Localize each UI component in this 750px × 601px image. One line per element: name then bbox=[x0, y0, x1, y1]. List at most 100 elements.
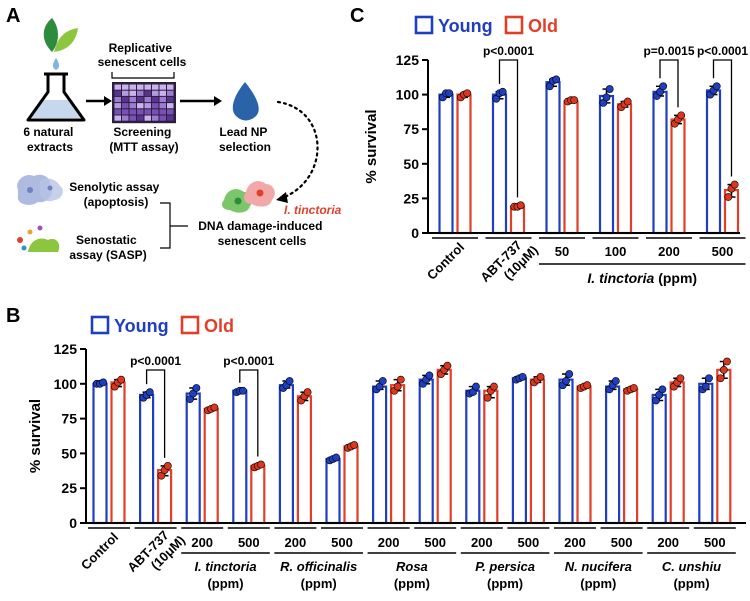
plate-well bbox=[129, 115, 136, 121]
x-tick-label: 500 bbox=[238, 535, 260, 550]
y-tick-label: 75 bbox=[61, 411, 77, 427]
old-bar bbox=[529, 378, 546, 525]
old-bar bbox=[250, 464, 266, 525]
old-bar bbox=[390, 384, 406, 525]
group-unit: (ppm) bbox=[301, 576, 337, 591]
plate-well bbox=[152, 109, 159, 115]
replicative-label: Replicative senescent cells bbox=[98, 41, 187, 69]
old-bar bbox=[669, 381, 685, 525]
legend-young-label: Young bbox=[114, 316, 169, 336]
senostatic-label: Senostatic assay (SASP) bbox=[69, 233, 146, 262]
lead-line1: Lead NP bbox=[219, 125, 267, 139]
young-point bbox=[192, 384, 201, 392]
young-point bbox=[565, 370, 574, 378]
y-tick-label: 0 bbox=[411, 225, 419, 241]
plate-well bbox=[152, 96, 159, 103]
x-tick-label: 200 bbox=[471, 535, 493, 550]
young-bar bbox=[465, 389, 481, 525]
group-unit: (ppm) bbox=[580, 576, 616, 591]
plate-well bbox=[144, 84, 151, 90]
plate-well bbox=[167, 90, 174, 96]
dna-damage-label: DNA damage-induced senescent cells bbox=[198, 219, 326, 248]
young-bar bbox=[438, 93, 454, 235]
y-tick-label: 125 bbox=[396, 52, 420, 68]
p-value-label: p=0.0015 bbox=[643, 44, 694, 58]
x-tick-label: Control bbox=[424, 240, 467, 283]
x-tick-label: 100 bbox=[605, 244, 627, 259]
replicative-line1: Replicative bbox=[109, 41, 173, 55]
drop-small-icon bbox=[53, 58, 59, 70]
young-bar bbox=[372, 385, 388, 525]
dotted-arrow bbox=[276, 100, 319, 200]
old-point bbox=[716, 374, 725, 383]
young-point bbox=[498, 87, 507, 96]
sasp-icon bbox=[17, 225, 60, 252]
plate-well bbox=[159, 96, 166, 103]
old-point bbox=[724, 193, 733, 201]
x-tick-label: ABT-737(10μM) bbox=[477, 232, 541, 296]
young-bar bbox=[558, 378, 574, 525]
old-point bbox=[463, 89, 472, 98]
plate-well bbox=[152, 103, 159, 109]
young-point bbox=[701, 382, 710, 391]
y-tick-label: 25 bbox=[403, 190, 419, 206]
leaf-light-icon bbox=[54, 28, 78, 52]
senescent-nucleus-green bbox=[234, 197, 242, 205]
panel-b: B Young Old 0 25 50 75 100 125 % survival p<0.000… bbox=[6, 305, 746, 591]
plate-well bbox=[137, 84, 144, 90]
senolytic-line1: Senolytic assay bbox=[69, 180, 159, 194]
young-point bbox=[145, 388, 154, 397]
plate-well bbox=[152, 90, 159, 96]
young-bar bbox=[491, 93, 508, 235]
old-bar bbox=[670, 118, 686, 235]
young-bar bbox=[92, 382, 108, 525]
young-point bbox=[472, 382, 480, 391]
x-tick-label: 200 bbox=[564, 535, 586, 550]
significance-bracket bbox=[498, 59, 519, 198]
plate-well bbox=[167, 109, 174, 115]
assay-bracket bbox=[160, 202, 188, 249]
young-point bbox=[552, 75, 561, 84]
young-bar bbox=[652, 90, 668, 235]
old-point bbox=[443, 361, 452, 370]
young-point bbox=[285, 377, 294, 385]
panel-a-label: A bbox=[6, 5, 20, 27]
lead-label: Lead NP selection bbox=[219, 125, 271, 154]
old-point bbox=[677, 111, 686, 120]
old-point bbox=[303, 388, 312, 397]
group-name: I. tinctoria bbox=[194, 559, 256, 574]
replicative-line2: senescent cells bbox=[98, 55, 187, 69]
young-point bbox=[605, 85, 614, 93]
panel-a: A 6 natural extracts Replicative senesce… bbox=[6, 5, 342, 262]
y-tick-label: 50 bbox=[61, 445, 77, 461]
young-bar bbox=[604, 385, 621, 525]
old-point bbox=[163, 462, 172, 470]
group-name: P. persica bbox=[475, 559, 535, 574]
old-point bbox=[396, 375, 405, 384]
significance-bracket bbox=[239, 369, 259, 457]
young-point bbox=[611, 377, 620, 385]
old-bar bbox=[716, 368, 732, 525]
legend-old-swatch bbox=[180, 315, 200, 335]
plate-well bbox=[122, 96, 129, 103]
bracket-replicative bbox=[111, 72, 175, 79]
young-bar bbox=[651, 393, 667, 525]
flask-liquid bbox=[30, 100, 82, 118]
old-point bbox=[257, 460, 265, 469]
plate-well bbox=[137, 96, 144, 103]
young-point bbox=[445, 89, 454, 98]
legend-old-swatch bbox=[504, 15, 524, 35]
x-tick-label: Control bbox=[78, 530, 121, 573]
young-bar bbox=[698, 382, 714, 525]
extracts-line1: 6 natural bbox=[23, 125, 73, 139]
old-point bbox=[516, 201, 525, 210]
group-unit: (ppm) bbox=[487, 576, 523, 591]
young-point bbox=[518, 372, 527, 381]
x-tick-label: 500 bbox=[712, 244, 734, 259]
group-name: C. unshiu bbox=[662, 559, 721, 574]
group-name: R. officinalis bbox=[280, 559, 357, 574]
old-bar bbox=[576, 385, 592, 525]
y-axis-label: % survival bbox=[363, 109, 380, 183]
young-point bbox=[378, 377, 387, 385]
young-bar bbox=[185, 392, 201, 525]
